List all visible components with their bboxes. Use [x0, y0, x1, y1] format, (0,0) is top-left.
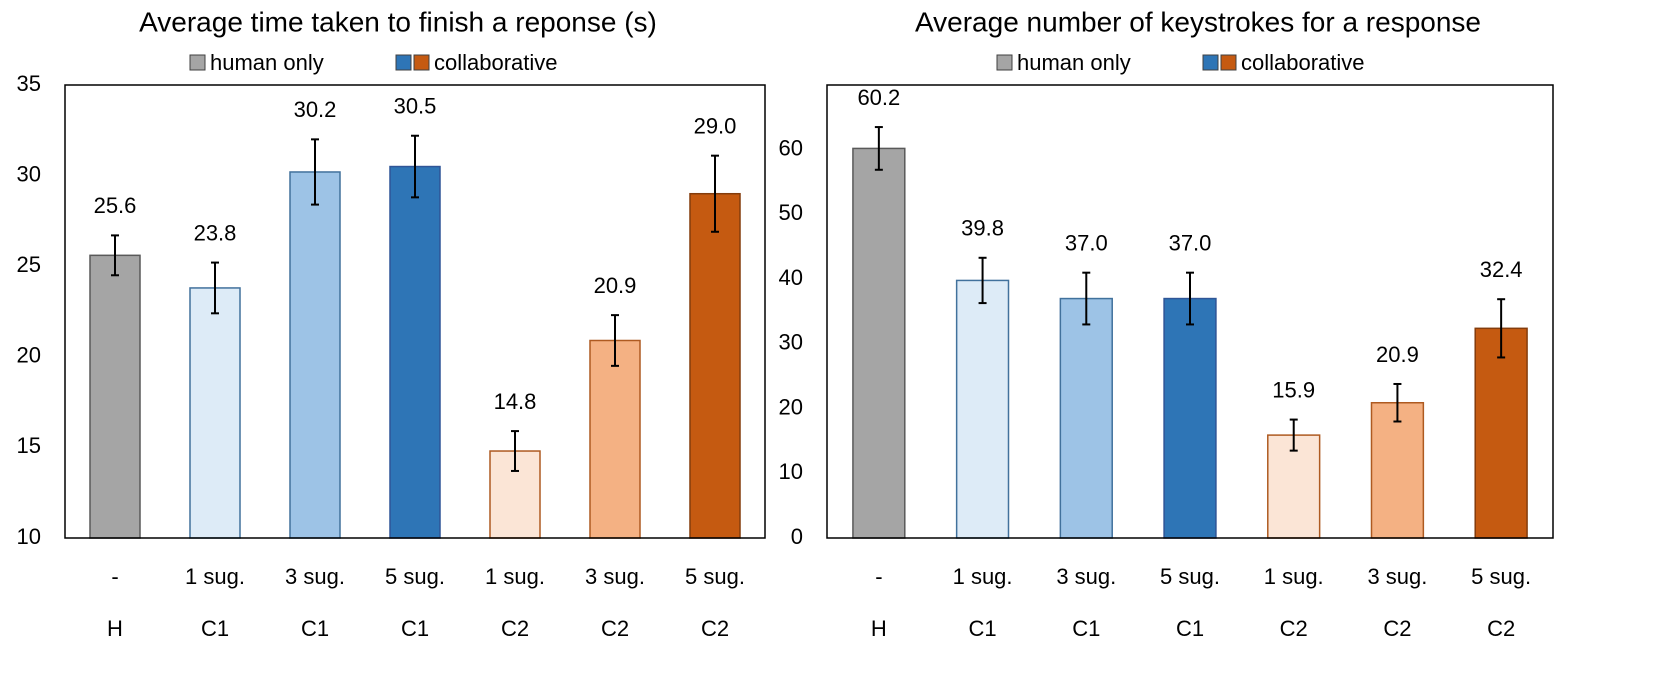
value-label: 37.0: [1169, 230, 1212, 255]
x-tick-label: 3 sug.: [1056, 564, 1116, 589]
bar: [389, 165, 441, 539]
group-label: C1: [1176, 616, 1204, 641]
chart-title: Average time taken to finish a reponse (…: [139, 6, 657, 37]
x-tick-label: 3 sug.: [585, 564, 645, 589]
bar: [1370, 401, 1425, 539]
y-tick-label: 50: [779, 200, 803, 225]
group-label: C2: [601, 616, 629, 641]
x-tick-label: 1 sug.: [953, 564, 1013, 589]
y-tick-label: 20: [779, 394, 803, 419]
y-tick-label: 30: [779, 330, 803, 355]
y-tick-label: 40: [779, 265, 803, 290]
group-label: H: [107, 616, 123, 641]
group-label: C1: [969, 616, 997, 641]
x-tick-label: 5 sug.: [1160, 564, 1220, 589]
y-tick-label: 20: [17, 343, 41, 368]
bar: [1474, 327, 1528, 539]
legend-swatch: [1202, 54, 1219, 71]
plot-frame: [826, 84, 1554, 539]
x-tick-label: 3 sug.: [1367, 564, 1427, 589]
y-tick-label: 10: [779, 459, 803, 484]
group-label: C1: [301, 616, 329, 641]
bar: [1163, 297, 1217, 539]
group-label: C2: [501, 616, 529, 641]
legend-swatch: [395, 54, 412, 71]
x-tick-label: 1 sug.: [485, 564, 545, 589]
legend-swatch: [996, 54, 1013, 71]
value-label: 20.9: [594, 273, 637, 298]
group-label: C1: [1072, 616, 1100, 641]
bar: [852, 147, 906, 539]
y-tick-label: 15: [17, 433, 41, 458]
value-label: 32.4: [1480, 257, 1523, 282]
legend-label: collaborative: [434, 50, 558, 75]
group-label: C1: [201, 616, 229, 641]
bar: [289, 171, 341, 539]
bar: [1059, 297, 1113, 539]
value-label: 25.6: [94, 193, 137, 218]
y-tick-label: 0: [791, 524, 803, 549]
value-label: 23.8: [194, 220, 237, 245]
group-label: C2: [1487, 616, 1515, 641]
legend-swatch: [413, 54, 430, 71]
y-tick-label: 30: [17, 161, 41, 186]
group-label: H: [871, 616, 887, 641]
bar: [955, 279, 1010, 539]
value-label: 14.8: [494, 389, 537, 414]
bar: [689, 192, 741, 539]
x-tick-label: -: [111, 564, 118, 589]
x-tick-label: 1 sug.: [185, 564, 245, 589]
x-tick-label: 5 sug.: [385, 564, 445, 589]
legend-swatch: [1220, 54, 1237, 71]
y-tick-label: 10: [17, 524, 41, 549]
bar: [89, 254, 141, 539]
legend-label: human only: [210, 50, 324, 75]
value-label: 37.0: [1065, 230, 1108, 255]
value-label: 60.2: [857, 85, 900, 110]
x-tick-label: 5 sug.: [1471, 564, 1531, 589]
group-label: C2: [701, 616, 729, 641]
y-tick-label: 25: [17, 252, 41, 277]
group-label: C2: [1280, 616, 1308, 641]
value-label: 30.5: [394, 94, 437, 119]
value-label: 29.0: [694, 113, 737, 138]
x-tick-label: 1 sug.: [1264, 564, 1324, 589]
legend-label: collaborative: [1241, 50, 1365, 75]
bar: [589, 339, 641, 539]
bar: [1267, 434, 1321, 539]
group-label: C1: [401, 616, 429, 641]
legend-swatch: [189, 54, 206, 71]
y-tick-label: 60: [779, 136, 803, 161]
value-label: 20.9: [1376, 342, 1419, 367]
plot-frame: [64, 84, 766, 539]
legend-label: human only: [1017, 50, 1131, 75]
value-label: 15.9: [1272, 377, 1315, 402]
x-tick-label: -: [875, 564, 882, 589]
y-tick-label: 35: [17, 71, 41, 96]
value-label: 39.8: [961, 216, 1004, 241]
chart-title: Average number of keystrokes for a respo…: [915, 6, 1481, 37]
x-tick-label: 3 sug.: [285, 564, 345, 589]
group-label: C2: [1383, 616, 1411, 641]
x-tick-label: 5 sug.: [685, 564, 745, 589]
bar: [189, 287, 241, 539]
value-label: 30.2: [294, 97, 337, 122]
